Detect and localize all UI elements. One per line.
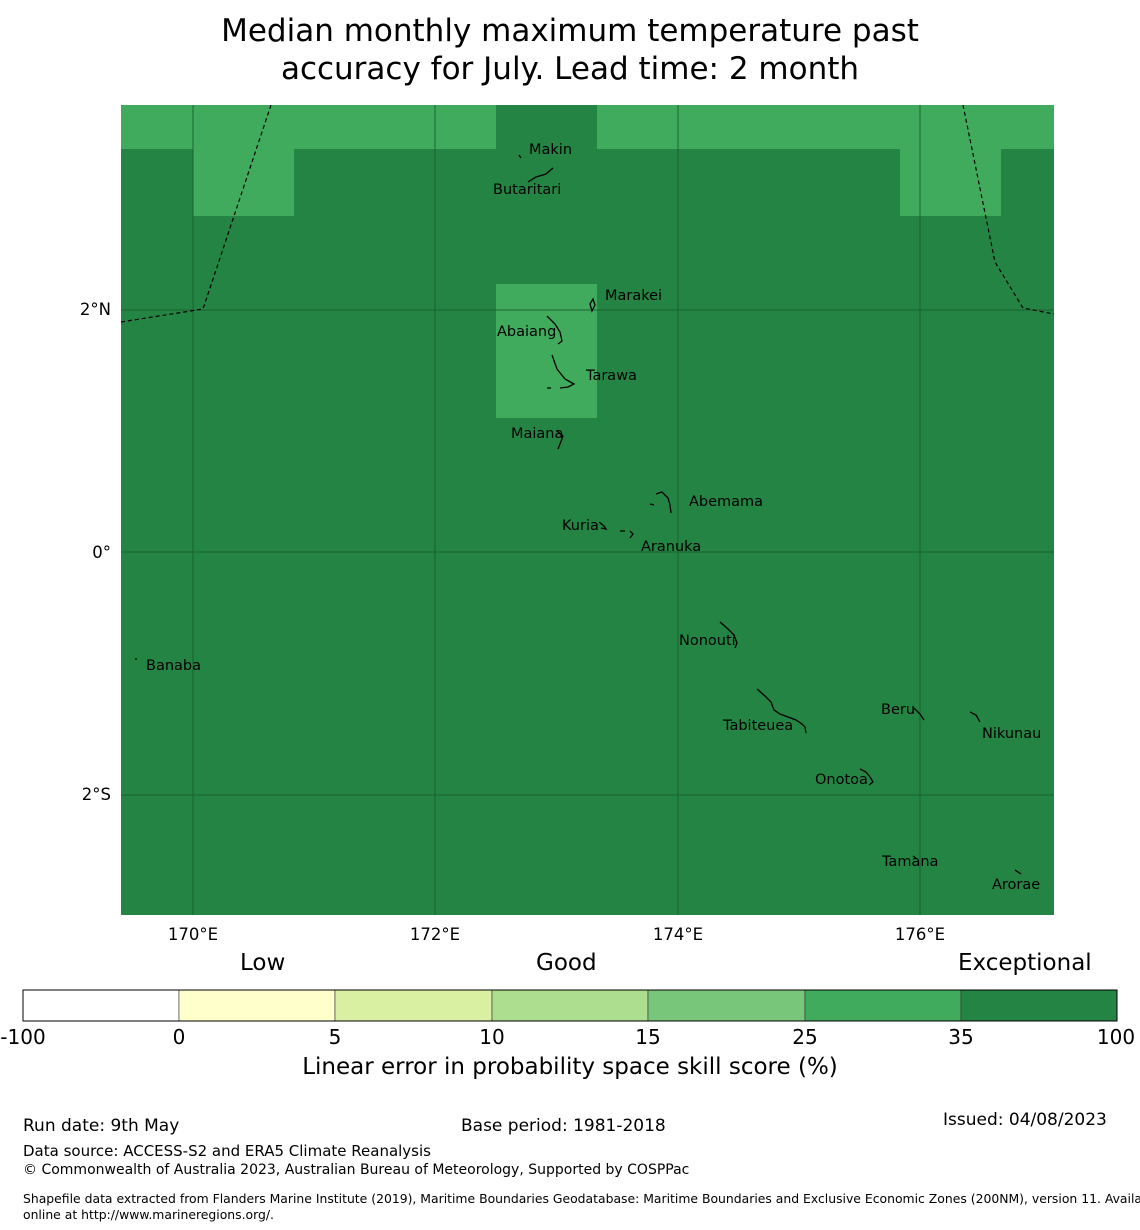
colorbar-tick-label: 5 — [329, 1025, 342, 1049]
place-label-makin: Makin — [529, 142, 572, 158]
place-label-tabiteuea: Tabiteuea — [722, 718, 793, 734]
place-label-kuria: Kuria — [562, 518, 599, 534]
lat-tick-label: 2°N — [80, 300, 111, 319]
place-label-marakei: Marakei — [605, 288, 662, 304]
place-label-tarawa: Tarawa — [585, 368, 637, 384]
lat-tick-labels: 2°N 0° 2°S — [80, 300, 111, 804]
title-line-1: Median monthly maximum temperature past — [221, 13, 919, 49]
colorbar-frame — [22, 989, 1118, 1022]
cell — [193, 149, 294, 216]
colorbar-category-good: Good — [536, 950, 597, 976]
colorbar-tick-label: 15 — [635, 1025, 660, 1049]
place-label-nonouti: Nonouti — [679, 633, 736, 649]
colorbar-segment — [804, 989, 962, 1022]
lon-tick-labels: 170°E 172°E 174°E 176°E — [168, 925, 945, 944]
island-tarawa — [547, 354, 576, 389]
copyright: © Commonwealth of Australia 2023, Austra… — [23, 1162, 690, 1178]
colorbar-label: Linear error in probability space skill … — [302, 1054, 838, 1080]
title-line-2: accuracy for July. Lead time: 2 month — [280, 51, 860, 87]
colorbar: -100 0 5 10 15 25 35 100 — [0, 989, 1135, 1049]
island-nonouti — [719, 621, 738, 649]
island-marakei — [589, 297, 596, 313]
colorbar-segment — [178, 989, 336, 1022]
colorbar-tick-label: -100 — [0, 1025, 45, 1049]
gridlines — [121, 105, 1054, 915]
island-arorae — [1014, 869, 1022, 875]
lat-tick-label: 2°S — [82, 785, 111, 804]
skill-cells-very-good — [121, 105, 1054, 418]
colorbar-segment — [491, 989, 649, 1022]
colorbar-tick-label: 100 — [1097, 1025, 1135, 1049]
lon-tick-label: 170°E — [168, 925, 218, 944]
shapefile-credit-line-2: online at http://www.marineregions.org/. — [23, 1207, 274, 1222]
place-label-abaiang: Abaiang — [497, 324, 556, 340]
colorbar-segment — [960, 989, 1118, 1022]
place-label-aranuka: Aranuka — [641, 539, 701, 555]
eez-boundary-east — [962, 104, 1055, 315]
island-abaiang — [546, 315, 563, 345]
lon-tick-label: 174°E — [653, 925, 703, 944]
island-kuria — [598, 521, 608, 530]
eez-boundary-west — [120, 104, 272, 323]
cell — [496, 284, 597, 418]
colorbar-segment — [22, 989, 180, 1022]
colorbar-segments — [22, 989, 1118, 1022]
cell — [121, 105, 496, 149]
colorbar-category-low: Low — [240, 950, 286, 976]
colorbar-tick-label: 10 — [479, 1025, 504, 1049]
island-butaritari — [527, 167, 554, 183]
map-background — [121, 105, 1054, 915]
island-tabiteuea — [756, 688, 807, 734]
place-label-beru: Beru — [881, 702, 915, 718]
place-label-onotoa: Onotoa — [815, 772, 868, 788]
run-date: Run date: 9th May — [23, 1116, 180, 1136]
place-label-maiana: Maiana — [511, 426, 563, 442]
cell — [597, 105, 1054, 149]
issued-date: Issued: 04/08/2023 — [943, 1110, 1107, 1130]
lon-tick-label: 176°E — [895, 925, 945, 944]
colorbar-tick-label: 25 — [792, 1025, 817, 1049]
colorbar-tick-labels: -100 0 5 10 15 25 35 100 — [0, 1025, 1135, 1049]
island-outlines — [135, 154, 1022, 875]
island-makin — [518, 154, 522, 159]
place-label-abemama: Abemama — [689, 494, 763, 510]
colorbar-tick-label: 35 — [948, 1025, 973, 1049]
colorbar-category-exceptional: Exceptional — [958, 950, 1092, 976]
island-maiana — [556, 430, 564, 450]
colorbar-tick-label: 0 — [173, 1025, 186, 1049]
place-labels: Makin Butaritari Marakei Abaiang Tarawa … — [146, 142, 1041, 893]
lon-tick-label: 172°E — [410, 925, 460, 944]
place-label-arorae: Arorae — [992, 877, 1040, 893]
place-label-banaba: Banaba — [146, 658, 201, 674]
data-source: Data source: ACCESS-S2 and ERA5 Climate … — [23, 1142, 431, 1160]
place-label-tamana: Tamana — [881, 854, 938, 870]
island-aranuka — [620, 530, 634, 539]
place-label-butaritari: Butaritari — [493, 182, 561, 198]
island-beru — [913, 707, 925, 721]
colorbar-segment — [647, 989, 806, 1022]
place-label-nikunau: Nikunau — [982, 726, 1041, 742]
base-period: Base period: 1981-2018 — [461, 1116, 666, 1136]
chart-title: Median monthly maximum temperature past … — [0, 12, 1140, 88]
island-tamana — [912, 855, 917, 859]
colorbar-segment — [334, 989, 493, 1022]
island-nikunau — [969, 711, 981, 723]
island-onotoa — [859, 768, 874, 786]
island-abemama — [649, 491, 672, 514]
shapefile-credit-line-1: Shapefile data extracted from Flanders M… — [23, 1191, 1140, 1206]
eez-boundaries — [120, 104, 1055, 323]
cell — [900, 149, 1001, 216]
lat-tick-label: 0° — [92, 543, 111, 562]
